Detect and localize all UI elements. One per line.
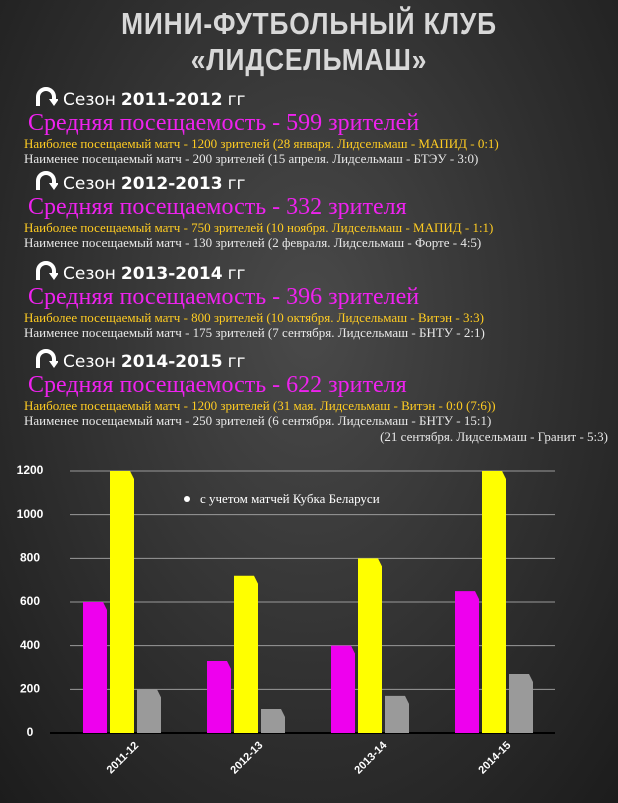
most-attended: Наиболее посещаемый матч - 800 зрителей … xyxy=(24,310,484,325)
x-tick-label: 2013-14 xyxy=(352,739,390,777)
season-heading: Сезон 2011-2012 гг xyxy=(34,86,245,113)
season-unit: гг xyxy=(227,89,246,110)
season-heading: Сезон 2012-2013 гг xyxy=(34,170,245,197)
bar xyxy=(358,558,382,733)
y-tick-label: 1000 xyxy=(17,507,44,521)
bar xyxy=(331,645,355,733)
bar xyxy=(509,674,533,733)
bar xyxy=(455,591,479,733)
least-attended: Наименее посещаемый матч - 250 зрителей … xyxy=(24,413,492,428)
most-attended: Наиболее посещаемый матч - 1200 зрителей… xyxy=(24,136,499,151)
season-unit: гг xyxy=(227,173,246,194)
bar xyxy=(234,575,258,733)
bar xyxy=(137,689,161,733)
season-label: Сезон xyxy=(63,89,116,110)
bar xyxy=(261,708,285,733)
season-unit: гг xyxy=(227,351,246,372)
season-heading: Сезон 2013-2014 гг xyxy=(34,260,245,287)
season-years: 2011-2012 xyxy=(120,89,223,110)
title-line: МИНИ-ФУТБОЛЬНЫЙ КЛУБ xyxy=(121,6,497,41)
least-attended: Наименее посещаемый матч - 130 зрителей … xyxy=(24,235,482,250)
y-tick-label: 200 xyxy=(20,682,40,696)
title-line: «ЛИДСЕЛЬМАШ» xyxy=(190,42,428,77)
season-years: 2012-2013 xyxy=(120,173,223,194)
x-tick-label: 2014-15 xyxy=(476,739,513,776)
season-label: Сезон xyxy=(63,351,116,372)
season-label: Сезон xyxy=(63,263,116,284)
average-attendance: Средняя посещаемость - 622 зрителя xyxy=(28,372,407,398)
least-attended-extra: (21 сентября. Лидсельмаш - Гранит - 5:3) xyxy=(380,429,608,444)
bar xyxy=(482,471,506,733)
x-tick-label: 2012-13 xyxy=(228,739,265,776)
bar xyxy=(110,471,134,733)
least-attended: Наименее посещаемый матч - 175 зрителей … xyxy=(24,325,485,340)
bar xyxy=(207,660,231,733)
average-attendance: Средняя посещаемость - 332 зрителя xyxy=(28,194,407,220)
least-attended: Наименее посещаемый матч - 200 зрителей … xyxy=(24,151,479,166)
average-attendance: Средняя посещаемость - 599 зрителей xyxy=(28,110,420,136)
y-tick-label: 1200 xyxy=(17,463,44,477)
average-attendance: Средняя посещаемость - 396 зрителей xyxy=(28,284,420,310)
season-unit: гг xyxy=(227,263,246,284)
season-heading: Сезон 2014-2015 гг xyxy=(34,348,245,375)
most-attended: Наиболее посещаемый матч - 1200 зрителей… xyxy=(24,398,496,413)
most-attended: Наиболее посещаемый матч - 750 зрителей … xyxy=(24,220,494,235)
bar xyxy=(385,695,409,733)
y-tick-label: 600 xyxy=(20,594,40,608)
season-icon xyxy=(34,260,59,287)
season-label: Сезон xyxy=(63,173,116,194)
y-tick-label: 400 xyxy=(20,638,40,652)
season-icon xyxy=(34,170,59,197)
annotation: с учетом матчей Кубка Беларуси xyxy=(200,491,380,506)
annotation-dot xyxy=(184,496,190,502)
y-tick-label: 0 xyxy=(27,725,34,739)
y-tick-label: 800 xyxy=(20,551,40,565)
season-years: 2013-2014 xyxy=(120,263,223,284)
x-tick-label: 2011-12 xyxy=(105,740,142,777)
season-icon xyxy=(34,348,59,375)
bar xyxy=(83,602,107,733)
season-years: 2014-2015 xyxy=(120,351,223,372)
season-icon xyxy=(34,86,59,113)
